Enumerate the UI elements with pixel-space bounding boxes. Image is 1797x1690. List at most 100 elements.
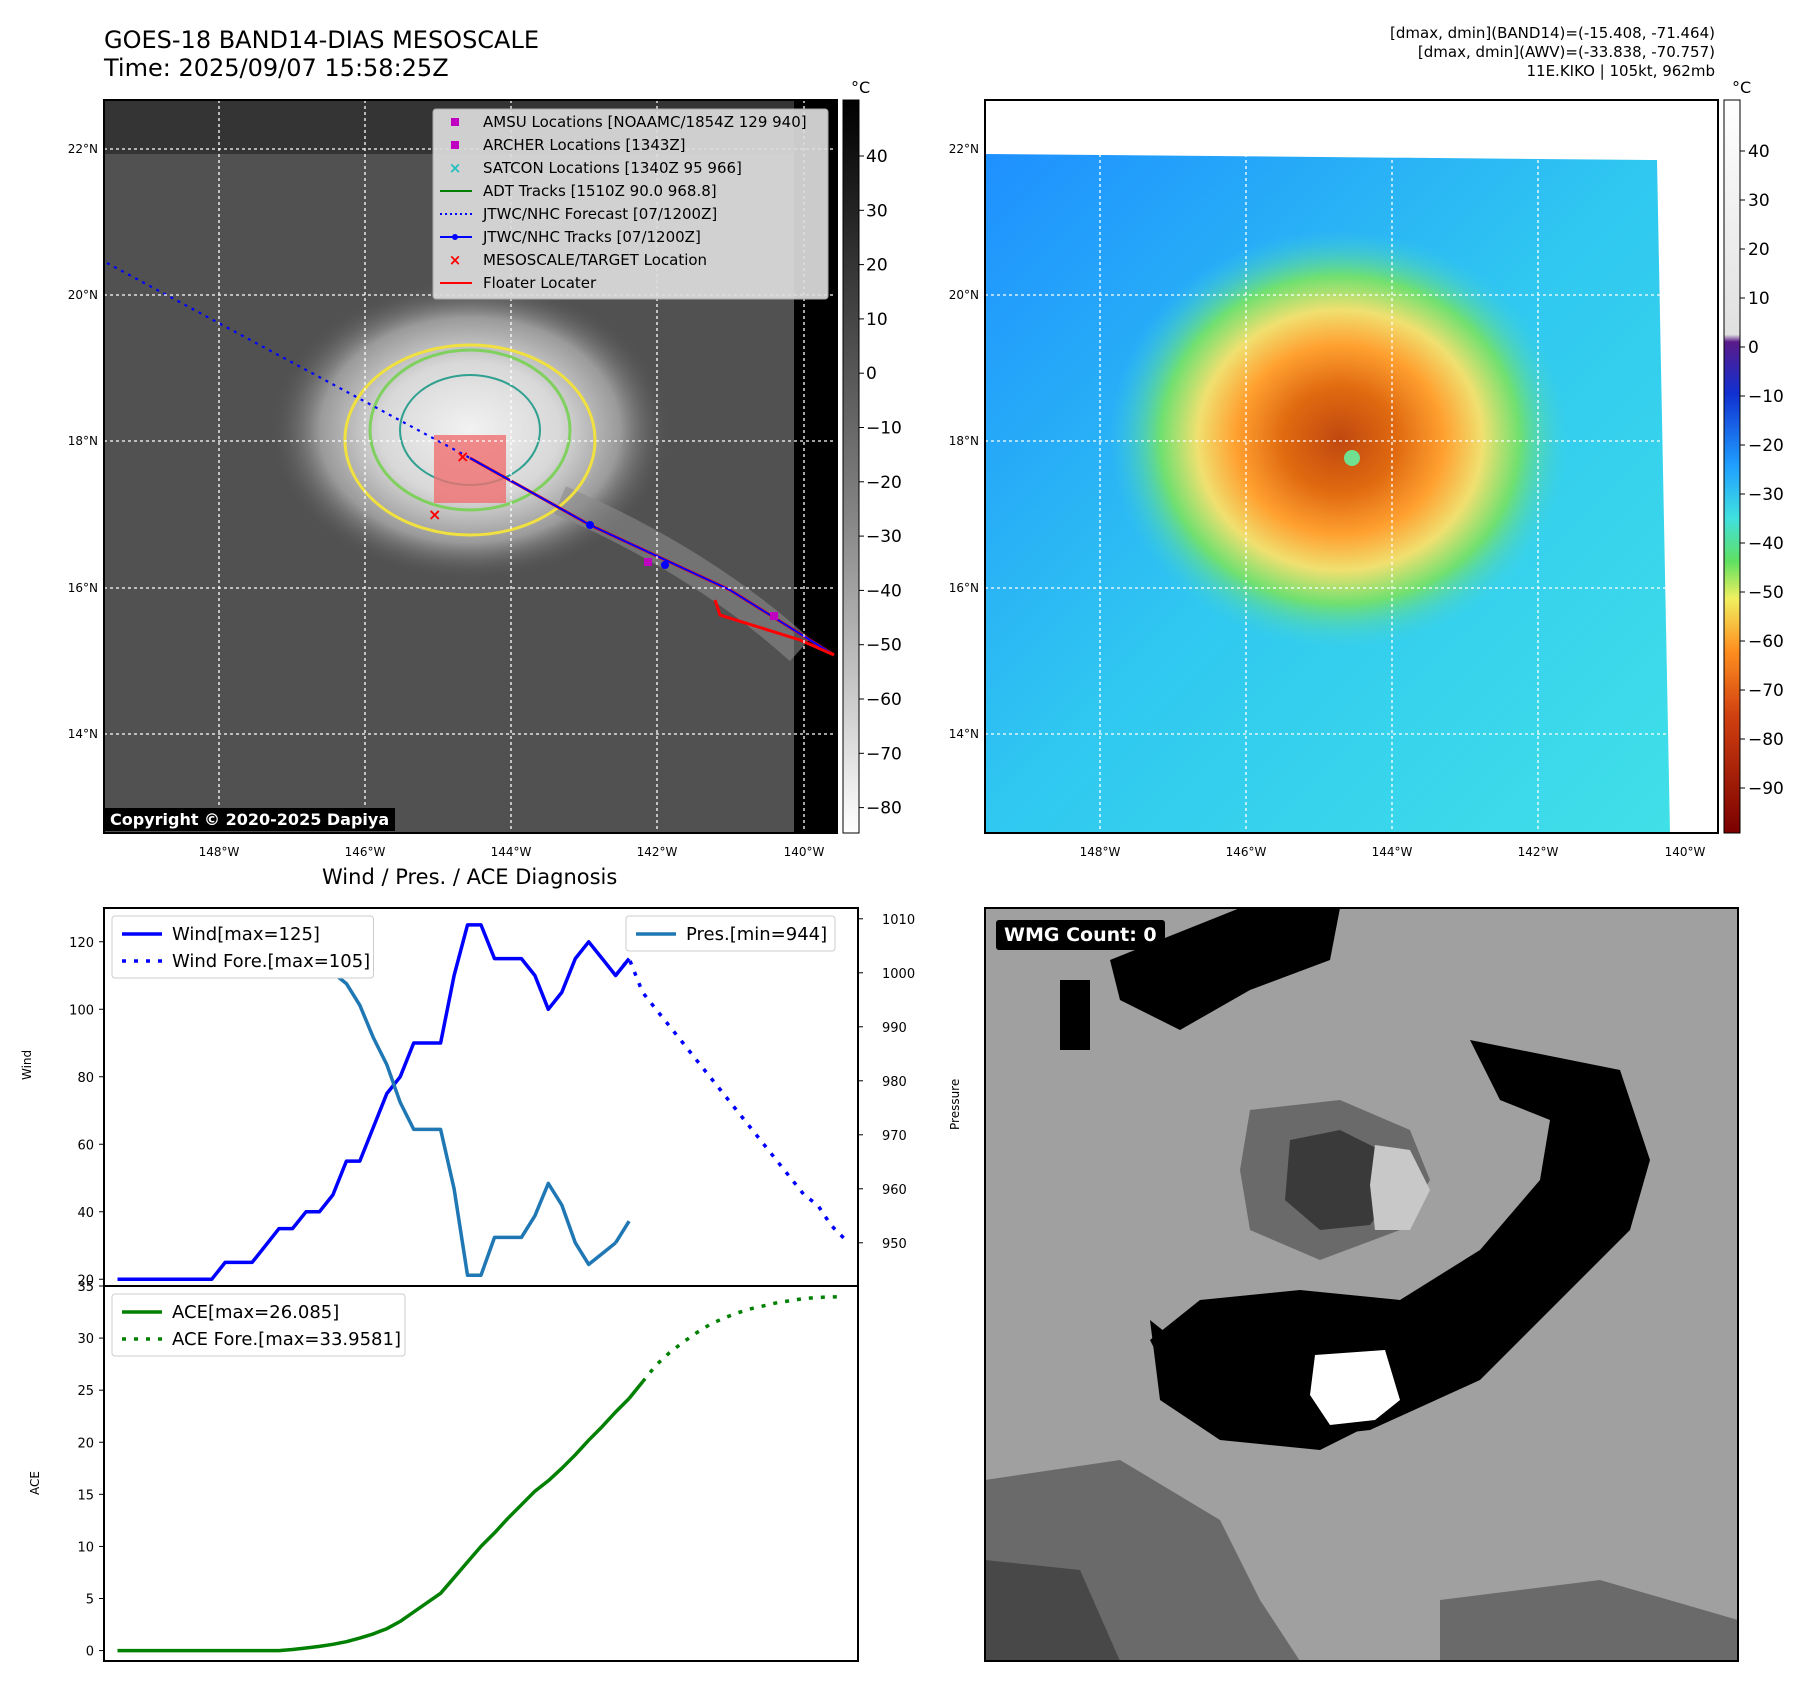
pressure-ytick: 1010 (882, 913, 915, 928)
legend-marker (451, 141, 459, 149)
awv-lon-labels: 148°W 146°W 144°W 142°W 140°W (1080, 845, 1706, 859)
awv-colorbar (1723, 99, 1741, 834)
ace-ytick: 25 (77, 1384, 94, 1399)
chart-legend (111, 1293, 406, 1357)
series-line (614, 956, 846, 1241)
svg-text:×: × (428, 505, 441, 524)
lat-label: 20°N (949, 288, 979, 302)
lat-label: 22°N (68, 142, 98, 156)
lon-label: 144°W (1372, 845, 1413, 859)
ace-ytick: 10 (77, 1540, 94, 1555)
legend-label: ARCHER Locations [1343Z] (483, 136, 686, 154)
chart-legend-label: Wind[max=125] (172, 924, 320, 945)
ir-colorbar-tick: −70 (866, 744, 902, 764)
lat-label: 16°N (68, 581, 98, 595)
best-track (469, 457, 835, 656)
ir-lon-labels: 148°W 146°W 144°W 142°W 140°W (199, 845, 825, 859)
wind-ytick: 100 (69, 1003, 94, 1018)
awv-colorbar-tick: −80 (1748, 730, 1784, 750)
ir-lat-labels: 22°N 20°N 18°N 16°N 14°N (68, 142, 98, 741)
legend-label: AMSU Locations [NOAAMC/1854Z 129 940] (483, 113, 807, 131)
wind-ytick: 40 (77, 1206, 94, 1221)
lon-label: 148°W (1080, 845, 1121, 859)
figure-title-line2: Time: 2025/09/07 15:58:25Z (104, 54, 449, 82)
ace-ytick: 35 (77, 1280, 94, 1295)
lon-label: 144°W (491, 845, 532, 859)
pressure-ytick: 990 (882, 1021, 907, 1036)
chart-legend (111, 915, 374, 979)
ir-colorbar (842, 99, 860, 834)
ir-colorbar-tick: 10 (866, 310, 888, 330)
info-line1: [dmax, dmin](BAND14)=(-15.408, -71.464) (1390, 24, 1715, 42)
series-line (614, 1220, 631, 1244)
ace-ytick: 30 (77, 1332, 94, 1347)
wind-ytick: 60 (77, 1138, 94, 1153)
lat-label: 18°N (68, 434, 98, 448)
ir-contour-yellow (343, 343, 597, 537)
awv-colorbar-tick: −40 (1748, 534, 1784, 554)
legend-marker: × (449, 251, 462, 269)
ir-colorbar-tick: −60 (866, 690, 902, 710)
awv-storm (1110, 230, 1570, 650)
awv-colorbar-tick: −10 (1748, 387, 1784, 407)
floater-box (434, 435, 506, 503)
ir-colorbar-tick: 30 (866, 201, 888, 221)
pressure-ytick: 980 (882, 1075, 907, 1090)
legend-marker: × (449, 159, 462, 177)
series-line (117, 923, 604, 1282)
legend-label: Floater Locater (483, 274, 597, 292)
awv-colorbar-unit: °C (1732, 78, 1752, 97)
wind-ytick: 120 (69, 936, 94, 951)
copyright-label: Copyright © 2020-2025 Dapiya (104, 808, 396, 831)
series-line (627, 1380, 644, 1400)
pressure-ytick: 950 (882, 1237, 907, 1252)
chart-legend-label: Wind Fore.[max=105] (172, 951, 370, 972)
lat-label: 18°N (949, 434, 979, 448)
chart-legend-label: ACE Fore.[max=33.9581] (172, 1329, 401, 1350)
wmg-white-region (1310, 1350, 1400, 1425)
lat-label: 20°N (68, 288, 98, 302)
awv-colorbar-tick: −20 (1748, 436, 1784, 456)
ir-colorbar-tick: 20 (866, 256, 888, 276)
wmg-panel (984, 907, 1739, 1662)
info-line3: 11E.KIKO | 105kt, 962mb (1526, 62, 1715, 80)
chart-legend-label: ACE[max=26.085] (172, 1302, 339, 1323)
ace-ylabel: ACE (28, 1471, 42, 1495)
pressure-ytick: 1000 (882, 967, 915, 982)
wmg-black-arc (1150, 1040, 1650, 1440)
ir-colorbar-tick: 0 (866, 364, 877, 384)
pressure-ytick: 970 (882, 1129, 907, 1144)
diagnosis-title: Wind / Pres. / ACE Diagnosis (322, 865, 618, 889)
lon-label: 140°W (1665, 845, 1706, 859)
figure-title: GOES-18 BAND14-DIAS MESOSCALE Time: 2025… (104, 26, 539, 82)
ir-colorbar-tick: −40 (866, 581, 902, 601)
awv-colorbar-tick: −90 (1748, 779, 1784, 799)
pressure-ytick: 960 (882, 1183, 907, 1198)
wmg-count-label: WMG Count: 0 (996, 920, 1165, 950)
ir-colorbar-tick: −10 (866, 419, 902, 439)
lon-label: 140°W (784, 845, 825, 859)
legend-marker (451, 118, 459, 126)
legend-label: MESOSCALE/TARGET Location (483, 251, 707, 269)
ace-chart: 0 5 10 15 20 25 30 35 ACE[max=26.085] ACE Fore.[m… (77, 1280, 859, 1662)
ir-legend: AMSU Locations [NOAAMC/1854Z 129 940] ARC… (432, 108, 829, 300)
lon-label: 146°W (1226, 845, 1267, 859)
awv-colorbar-ticks: 40 30 20 10 0 −10 −20 −30 −40 −50 −60 −70 −80 −90 (1740, 142, 1784, 799)
ir-colorbar-ticks: 40 30 20 10 0 −10 −20 −30 −40 −50 −60 −70 −80 (859, 147, 902, 819)
figure-info: [dmax, dmin](BAND14)=(-15.408, -71.464) … (1390, 24, 1715, 81)
awv-colorbar-tick: −50 (1748, 583, 1784, 603)
lon-label: 148°W (199, 845, 240, 859)
lat-label: 14°N (949, 727, 979, 741)
ir-colorbar-tick: −50 (866, 636, 902, 656)
info-line2: [dmax, dmin](AWV)=(-33.838, -70.757) (1417, 43, 1715, 61)
ace-ytick: 15 (77, 1488, 94, 1503)
awv-colorbar-tick: 30 (1748, 191, 1770, 211)
wind-pressure-chart: 20 40 60 80 100 120 950 960 970 980 990 1000 1010 Win… (69, 907, 915, 1288)
lat-label: 16°N (949, 581, 979, 595)
pressure-ylabel: Pressure (948, 1078, 962, 1130)
ace-ytick: 5 (86, 1593, 94, 1608)
wind-ylabel: Wind (20, 1049, 34, 1080)
awv-colorbar-tick: 40 (1748, 142, 1770, 162)
lat-label: 22°N (949, 142, 979, 156)
